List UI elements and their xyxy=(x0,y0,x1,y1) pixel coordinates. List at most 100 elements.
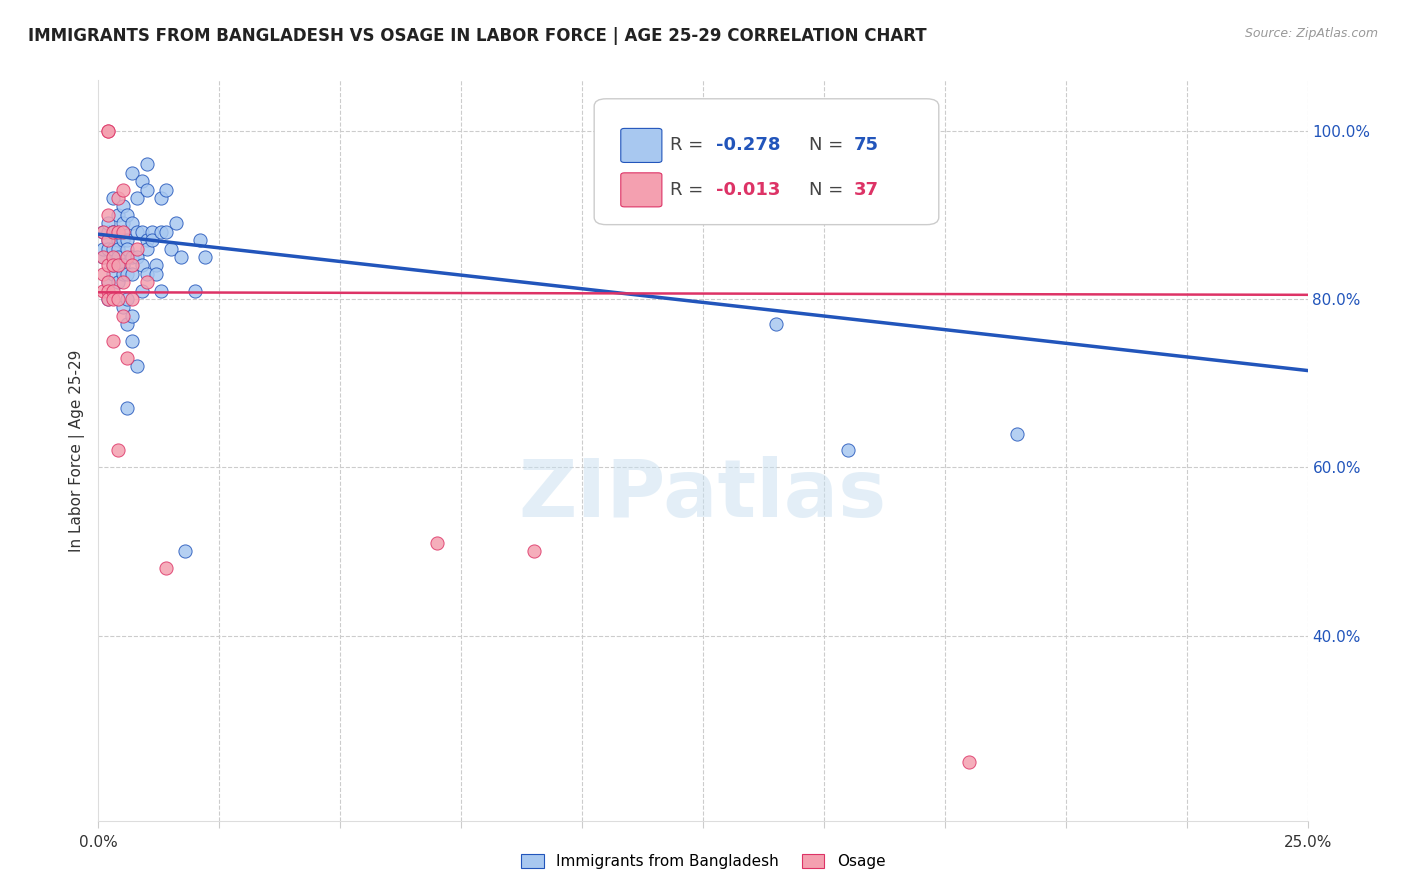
Point xyxy=(111,233,134,247)
Point xyxy=(101,259,124,273)
Point xyxy=(150,284,173,298)
Point xyxy=(91,267,114,281)
Point xyxy=(150,191,173,205)
Point xyxy=(111,259,134,273)
Point xyxy=(101,225,124,239)
Point xyxy=(135,267,157,281)
Point xyxy=(97,275,120,289)
Point xyxy=(121,334,143,348)
Point xyxy=(97,233,120,247)
Point xyxy=(101,191,124,205)
Text: R =: R = xyxy=(671,181,710,199)
Point xyxy=(97,275,120,289)
Point xyxy=(117,233,139,247)
Point xyxy=(131,174,153,188)
Point xyxy=(135,242,157,256)
Point xyxy=(131,284,153,298)
Point xyxy=(97,284,120,298)
Point xyxy=(107,225,129,239)
Point xyxy=(111,275,134,289)
Point xyxy=(135,157,157,171)
Point xyxy=(117,401,139,416)
Point xyxy=(97,292,120,306)
Text: 37: 37 xyxy=(855,181,879,199)
Point xyxy=(97,225,120,239)
Point xyxy=(97,124,120,138)
Point xyxy=(91,225,114,239)
Point xyxy=(111,225,134,239)
Legend: Immigrants from Bangladesh, Osage: Immigrants from Bangladesh, Osage xyxy=(515,848,891,875)
Point xyxy=(97,233,120,247)
Point xyxy=(97,242,120,256)
FancyBboxPatch shape xyxy=(595,99,939,225)
Point xyxy=(101,250,124,264)
Point xyxy=(135,183,157,197)
Point xyxy=(765,318,787,332)
Point xyxy=(101,250,124,264)
Point xyxy=(107,208,129,222)
Point xyxy=(91,225,114,239)
Point xyxy=(91,284,114,298)
Point xyxy=(131,225,153,239)
Point xyxy=(121,267,143,281)
Point xyxy=(117,250,139,264)
Y-axis label: In Labor Force | Age 25-29: In Labor Force | Age 25-29 xyxy=(69,350,84,551)
Point xyxy=(117,208,139,222)
Point xyxy=(111,216,134,230)
Point xyxy=(523,544,546,558)
Text: R =: R = xyxy=(671,136,710,154)
Point xyxy=(127,225,149,239)
Point xyxy=(107,275,129,289)
Point xyxy=(117,267,139,281)
Point xyxy=(155,225,177,239)
Point xyxy=(117,318,139,332)
Point xyxy=(101,225,124,239)
FancyBboxPatch shape xyxy=(621,128,662,162)
Point xyxy=(155,561,177,575)
Point xyxy=(150,225,173,239)
Text: Source: ZipAtlas.com: Source: ZipAtlas.com xyxy=(1244,27,1378,40)
Text: N =: N = xyxy=(810,136,849,154)
Point xyxy=(101,259,124,273)
Point xyxy=(121,250,143,264)
Point xyxy=(127,359,149,374)
Point xyxy=(101,284,124,298)
Point xyxy=(127,242,149,256)
Point xyxy=(97,208,120,222)
Point xyxy=(957,755,980,769)
Point xyxy=(169,250,191,264)
Point xyxy=(160,242,183,256)
Point xyxy=(101,334,124,348)
Point xyxy=(121,309,143,323)
Point xyxy=(107,225,129,239)
Point xyxy=(121,259,143,273)
Point xyxy=(101,242,124,256)
Point xyxy=(107,259,129,273)
Point xyxy=(101,292,124,306)
Text: N =: N = xyxy=(810,181,849,199)
Point xyxy=(837,443,859,458)
Point xyxy=(111,225,134,239)
Point xyxy=(426,536,449,550)
Point xyxy=(97,216,120,230)
Point xyxy=(1007,426,1029,441)
Text: IMMIGRANTS FROM BANGLADESH VS OSAGE IN LABOR FORCE | AGE 25-29 CORRELATION CHART: IMMIGRANTS FROM BANGLADESH VS OSAGE IN L… xyxy=(28,27,927,45)
Point xyxy=(135,275,157,289)
Point xyxy=(91,250,114,264)
Point xyxy=(107,191,129,205)
Point xyxy=(111,183,134,197)
Point xyxy=(121,216,143,230)
Point xyxy=(117,242,139,256)
FancyBboxPatch shape xyxy=(621,173,662,207)
Point xyxy=(111,267,134,281)
Point xyxy=(127,250,149,264)
Point xyxy=(117,292,139,306)
Point xyxy=(107,242,129,256)
Point xyxy=(111,301,134,315)
Point xyxy=(111,309,134,323)
Point xyxy=(165,216,187,230)
Point xyxy=(174,544,197,558)
Point xyxy=(194,250,217,264)
Point xyxy=(107,443,129,458)
Text: 75: 75 xyxy=(855,136,879,154)
